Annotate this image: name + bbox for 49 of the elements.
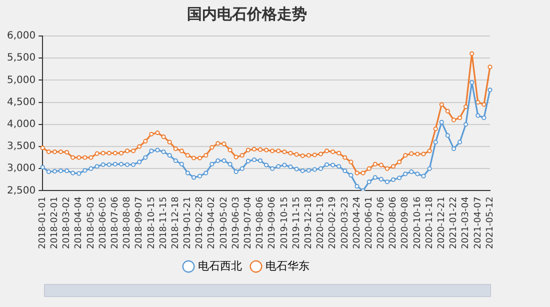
y-tick-label: 4,500 (6, 96, 36, 108)
x-tick-label: 2019-09-06 (268, 196, 278, 250)
y-tick-label: 3,500 (6, 141, 36, 152)
y-tick-label: 5,000 (6, 74, 36, 86)
x-tick-label: 2019-06-03 (231, 196, 242, 250)
x-tick-label: 2021-05-12 (485, 196, 496, 250)
x-tick-label: 2018-02-01 (50, 196, 60, 250)
x-tick-label: 2018-04-04 (74, 196, 84, 250)
x-tick-label: 2018-08-08 (122, 196, 133, 250)
x-tick-label: 2019-11-15 (292, 196, 302, 250)
x-tick-label: 2021-03-04 (461, 196, 472, 250)
x-tick-label: 2019-12-18 (304, 196, 314, 250)
x-tick-label: 2018-07-06 (110, 196, 121, 250)
x-tick-label: 2020-08-06 (388, 196, 399, 250)
x-tick-label: 2020-06-01 (364, 196, 374, 250)
x-tick-label: 2018-06-05 (98, 196, 108, 250)
x-tick-label: 2020-03-23 (340, 196, 350, 250)
x-tick-label: 2021-01-22 (449, 196, 460, 250)
y-tick-label: 4,000 (6, 118, 36, 130)
x-tick-label: 2020-09-08 (400, 196, 411, 250)
x-tick-label: 2018-09-07 (134, 196, 145, 250)
y-tick-label: 2,500 (6, 185, 36, 196)
y-tick-label: 3,000 (6, 163, 36, 174)
x-tick-label: 2019-02-28 (195, 196, 206, 250)
legend-label: 电石西北 (198, 259, 242, 272)
x-tick-label: 2020-11-18 (424, 196, 435, 250)
y-tick-label: 5,500 (6, 52, 36, 64)
x-tick-label: 2019-05-02 (219, 196, 230, 250)
x-tick-label: 2020-07-06 (376, 196, 387, 250)
x-tick-label: 2018-05-03 (86, 196, 96, 250)
x-tick-label: 2018-12-18 (170, 196, 181, 250)
legend-label: 电石华东 (266, 259, 310, 272)
x-tick-label: 2020-04-24 (352, 196, 362, 250)
x-tick-label: 2019-08-06 (256, 196, 266, 250)
x-tick-label: 2019-07-04 (244, 196, 254, 250)
x-tick-label: 2020-12-21 (436, 196, 447, 250)
x-tick-label: 2018-01-01 (38, 196, 48, 250)
chart-title: 国内电石价格走势 (187, 4, 307, 23)
x-tick-label: 2020-10-16 (412, 196, 423, 250)
x-tick-label: 2018-11-15 (158, 196, 169, 250)
y-tick-label: 6,000 (6, 30, 36, 42)
x-tick-label: 2018-10-15 (146, 196, 157, 250)
x-tick-label: 2018-03-02 (62, 196, 72, 250)
x-tick-label: 2020-02-19 (328, 196, 338, 250)
x-tick-label: 2019-01-21 (183, 196, 194, 250)
x-tick-label: 2020-01-19 (316, 196, 326, 250)
x-tick-label: 2019-10-15 (280, 196, 290, 250)
x-tick-label: 2019-04-02 (207, 196, 218, 250)
x-tick-label: 2021-04-07 (473, 196, 484, 250)
